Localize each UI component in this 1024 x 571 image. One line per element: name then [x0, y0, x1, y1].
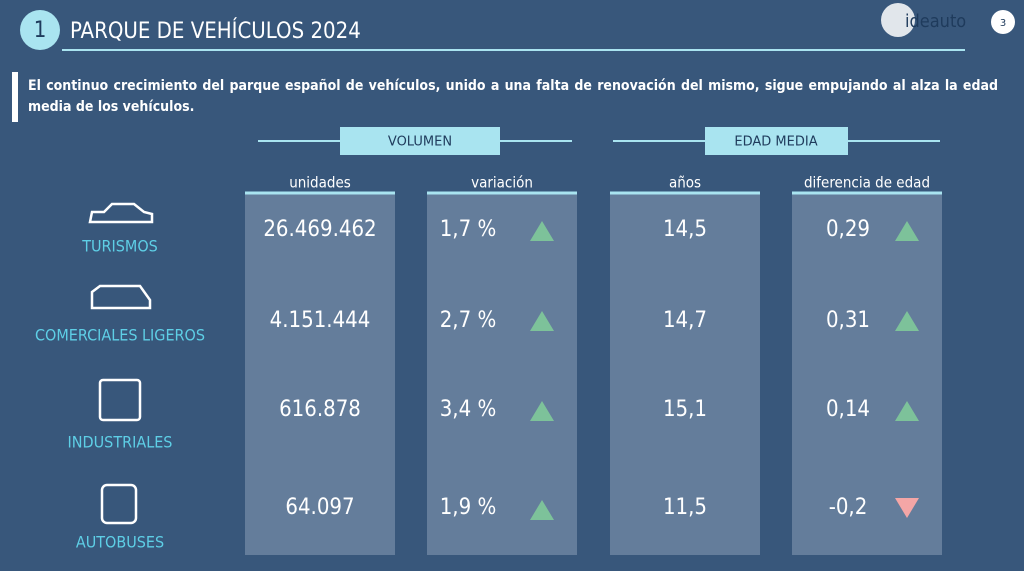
cell-value: 0,29: [826, 217, 870, 242]
row-label: AUTOBUSES: [76, 533, 164, 552]
row-label: COMERCIALES LIGEROS: [35, 326, 205, 345]
title: PARQUE DE VEHÍCULOS 2024: [70, 18, 361, 44]
van-icon: [90, 284, 152, 310]
cell-value: 4.151.444: [270, 308, 371, 333]
group-box: [340, 127, 500, 155]
cell-value: 64.097: [285, 495, 354, 520]
row-label: TURISMOS: [81, 237, 158, 256]
column-header: variación: [471, 174, 533, 192]
cell-value: 3,4 %: [440, 397, 497, 422]
trend-up: [895, 401, 919, 421]
column-panel: [792, 192, 942, 555]
trend-icons: [530, 221, 919, 520]
cell-value: 1,9 %: [440, 495, 497, 520]
row-label: INDUSTRIALES: [68, 433, 173, 452]
cell-value: 0,31: [826, 308, 870, 333]
cell-value: 0,14: [826, 397, 870, 422]
page-number: 3: [1000, 18, 1006, 29]
cell-value: 14,7: [663, 308, 707, 333]
column-header: años: [669, 174, 701, 192]
cell-value: 1,7 %: [440, 217, 497, 242]
trend-up: [895, 221, 919, 241]
column-panel: [610, 192, 760, 555]
trend-down: [895, 498, 919, 518]
group-box: [705, 127, 848, 155]
trend-up: [895, 311, 919, 331]
column-panel: [245, 192, 395, 555]
cell-value: 2,7 %: [440, 308, 497, 333]
section-badge: [20, 10, 60, 50]
intro-text: El continuo crecimiento del parque españ…: [28, 78, 998, 115]
cell-value: -0,2: [829, 495, 868, 520]
page-badge: [991, 10, 1015, 34]
icons: [88, 202, 154, 525]
group-label: EDAD MEDIA: [734, 135, 817, 150]
trend-up: [530, 500, 554, 520]
car-icon: [88, 202, 154, 224]
cell-value: 26.469.462: [263, 217, 376, 242]
cell-value: 616.878: [279, 397, 361, 422]
logo: ideauto: [905, 11, 966, 32]
intro-bar: [12, 72, 18, 122]
trend-up: [530, 401, 554, 421]
bus-icon: [100, 483, 138, 525]
trend-up: [530, 221, 554, 241]
cell-value: 11,5: [663, 495, 707, 520]
cell-value: 14,5: [663, 217, 707, 242]
group-label: VOLUMEN: [388, 135, 452, 150]
trend-up: [530, 311, 554, 331]
logo-mark: [881, 3, 915, 37]
column-panel: [427, 192, 577, 555]
section-number: 1: [34, 18, 47, 43]
cell-value: 15,1: [663, 397, 707, 422]
column-header: unidades: [289, 174, 351, 192]
column-header: diferencia de edad: [804, 174, 930, 192]
truck-icon: [98, 378, 142, 422]
